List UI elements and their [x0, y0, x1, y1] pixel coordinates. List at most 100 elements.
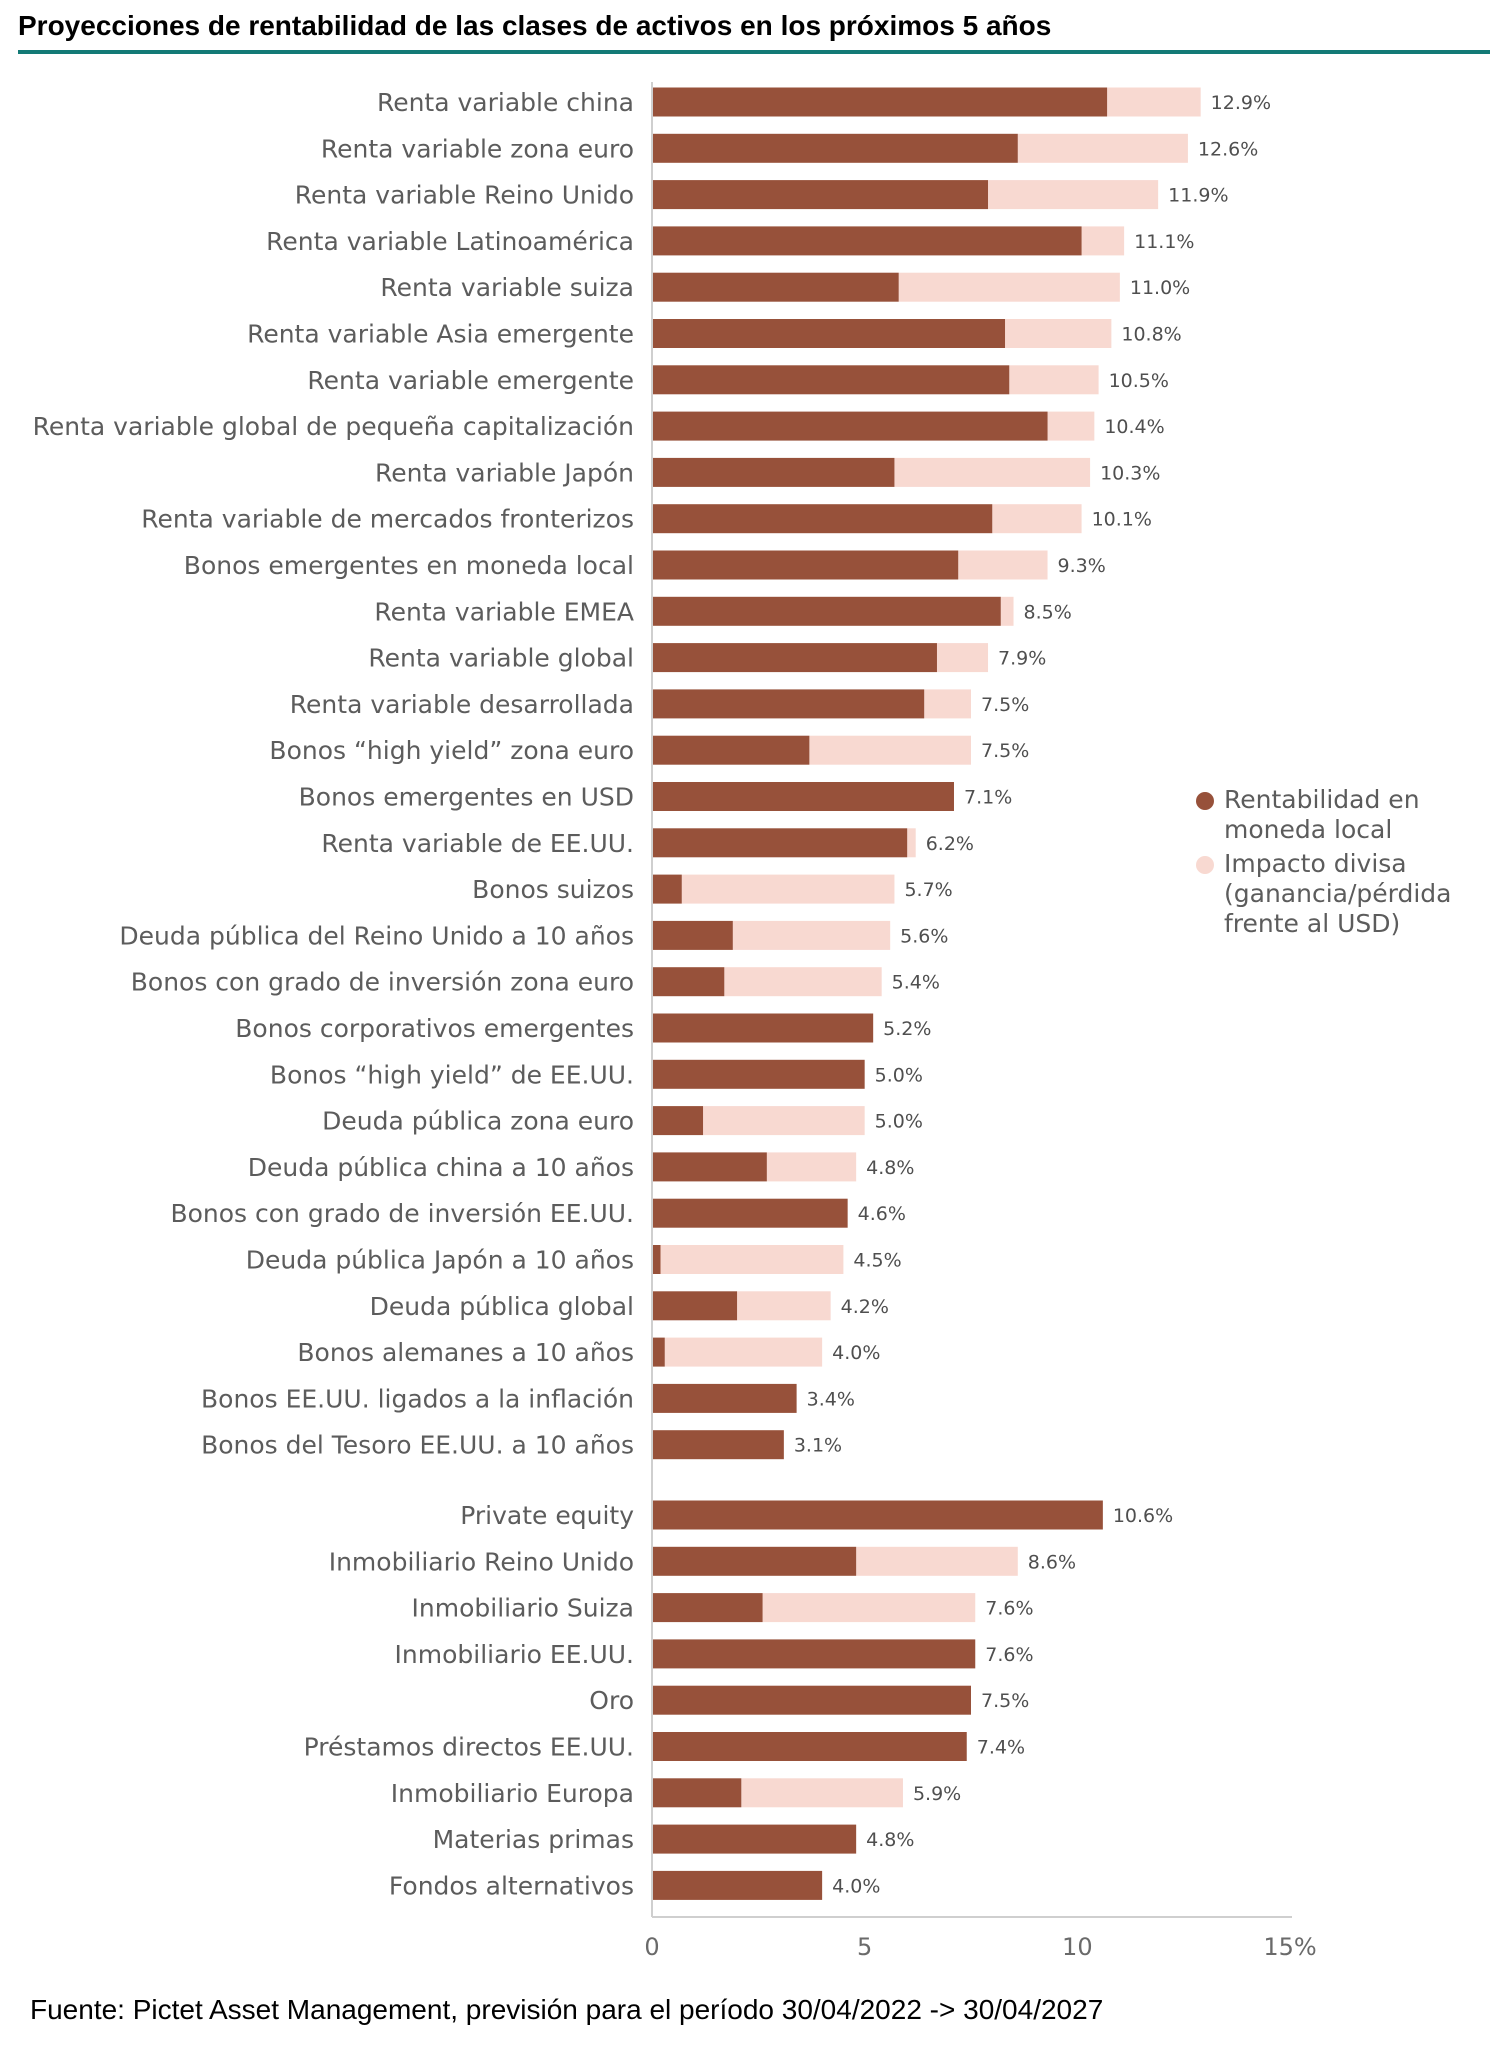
value-label: 5.6% — [900, 925, 948, 947]
category-label: Materias primas — [433, 1825, 634, 1854]
category-label: Renta variable Japón — [375, 458, 634, 487]
bar-local-return — [652, 272, 899, 302]
bar-fx-impact — [732, 920, 891, 950]
value-label: 7.6% — [985, 1644, 1033, 1666]
bar-local-return — [652, 1593, 763, 1623]
value-label: 7.1% — [964, 787, 1012, 809]
bar-local-return — [652, 1500, 1103, 1530]
bar-fx-impact — [1081, 226, 1125, 256]
chart-title: Proyecciones de rentabilidad de las clas… — [18, 10, 1052, 41]
bar-local-return — [652, 874, 682, 904]
value-label: 12.6% — [1198, 138, 1258, 160]
value-label: 10.3% — [1100, 462, 1160, 484]
category-label: Renta variable china — [377, 88, 634, 117]
category-label: Renta variable emergente — [307, 366, 634, 395]
value-label: 5.0% — [875, 1111, 923, 1133]
category-label: Inmobiliario EE.UU. — [395, 1640, 634, 1669]
value-label: 5.4% — [892, 972, 940, 994]
value-label: 7.5% — [981, 1690, 1029, 1712]
category-label: Bonos “high yield” de EE.UU. — [270, 1060, 634, 1089]
bar-fx-impact — [856, 1546, 1018, 1576]
bar-fx-impact — [1009, 365, 1099, 395]
category-label: Renta variable EMEA — [374, 597, 634, 626]
value-label: 7.5% — [981, 694, 1029, 716]
category-label: Renta variable suiza — [380, 273, 634, 302]
bar-local-return — [652, 967, 725, 997]
value-label: 4.2% — [841, 1296, 889, 1318]
source-note: Fuente: Pictet Asset Management, previsi… — [30, 1994, 1104, 2025]
x-tick-label: 0 — [644, 1933, 659, 1961]
category-label: Bonos EE.UU. ligados a la inflación — [201, 1384, 634, 1413]
category-label: Deuda pública zona euro — [322, 1107, 634, 1136]
value-label: 10.4% — [1104, 416, 1164, 438]
bar-local-return — [652, 550, 959, 580]
value-label: 3.4% — [807, 1388, 855, 1410]
value-label: 8.6% — [1028, 1551, 1076, 1573]
bar-fx-impact — [681, 874, 895, 904]
category-label: Private equity — [460, 1501, 634, 1530]
bar-local-return — [652, 1639, 976, 1669]
legend-swatch-local — [1196, 792, 1214, 810]
bar-local-return — [652, 643, 937, 673]
value-label: 10.5% — [1109, 370, 1169, 392]
value-label: 10.8% — [1121, 324, 1181, 346]
bar-local-return — [652, 1059, 865, 1089]
category-label: Préstamos directos EE.UU. — [304, 1733, 634, 1762]
category-label: Deuda pública Japón a 10 años — [246, 1246, 634, 1275]
value-label: 5.2% — [883, 1018, 931, 1040]
bar-local-return — [652, 226, 1082, 256]
category-label: Bonos corporativos emergentes — [235, 1014, 634, 1043]
value-label: 4.6% — [858, 1203, 906, 1225]
category-label: Bonos del Tesoro EE.UU. a 10 años — [201, 1431, 634, 1460]
bar-local-return — [652, 457, 895, 487]
category-label: Bonos “high yield” zona euro — [269, 736, 634, 765]
bar-local-return — [652, 365, 1010, 395]
legend: Rentabilidad en moneda local Impacto div… — [1196, 785, 1474, 939]
category-label: Renta variable Reino Unido — [295, 181, 634, 210]
category-label: Bonos con grado de inversión EE.UU. — [170, 1199, 634, 1228]
bar-fx-impact — [724, 967, 882, 997]
category-label: Renta variable Asia emergente — [247, 320, 634, 349]
category-label: Inmobiliario Reino Unido — [329, 1547, 634, 1576]
value-label: 10.6% — [1113, 1505, 1173, 1527]
bar-fx-impact — [766, 1152, 857, 1182]
legend-swatch-fx — [1196, 856, 1214, 874]
category-label: Inmobiliario Europa — [391, 1779, 634, 1808]
bar-local-return — [652, 1106, 704, 1136]
x-tick-label: 5 — [857, 1933, 872, 1961]
bar-local-return — [652, 735, 810, 765]
bar-local-return — [652, 180, 989, 210]
x-tick-label: 10 — [1062, 1933, 1093, 1961]
category-label: Bonos con grado de inversión zona euro — [131, 968, 634, 997]
bar-fx-impact — [992, 504, 1082, 534]
bar-fx-impact — [1000, 596, 1014, 626]
value-label: 4.8% — [866, 1157, 914, 1179]
bar-local-return — [652, 133, 1018, 163]
value-label: 4.0% — [832, 1342, 880, 1364]
bar-local-return — [652, 1337, 665, 1367]
bar-local-return — [652, 1870, 823, 1900]
bar-fx-impact — [898, 272, 1120, 302]
category-label: Bonos alemanes a 10 años — [297, 1338, 634, 1367]
bar-local-return — [652, 689, 925, 719]
bar-fx-impact — [936, 643, 989, 673]
bar-local-return — [652, 1291, 738, 1321]
bar-fx-impact — [1005, 319, 1112, 348]
bar-local-return — [652, 1546, 857, 1576]
value-label: 11.0% — [1130, 277, 1190, 299]
category-label: Bonos emergentes en USD — [299, 783, 634, 812]
axes-layer: 0 5 10 15% — [644, 82, 1317, 1961]
bar-fx-impact — [958, 550, 1048, 580]
bar-fx-impact — [988, 180, 1159, 210]
bar-local-return — [652, 782, 954, 811]
category-label: Renta variable zona euro — [321, 134, 634, 163]
category-label: Fondos alternativos — [389, 1871, 634, 1900]
bar-local-return — [652, 1685, 971, 1715]
value-label: 4.0% — [832, 1875, 880, 1897]
category-label: Inmobiliario Suiza — [412, 1594, 634, 1623]
value-label: 10.1% — [1092, 509, 1152, 531]
category-label: Renta variable Latinoamérica — [266, 227, 634, 256]
bar-local-return — [652, 1198, 848, 1228]
bar-local-return — [652, 1013, 874, 1043]
